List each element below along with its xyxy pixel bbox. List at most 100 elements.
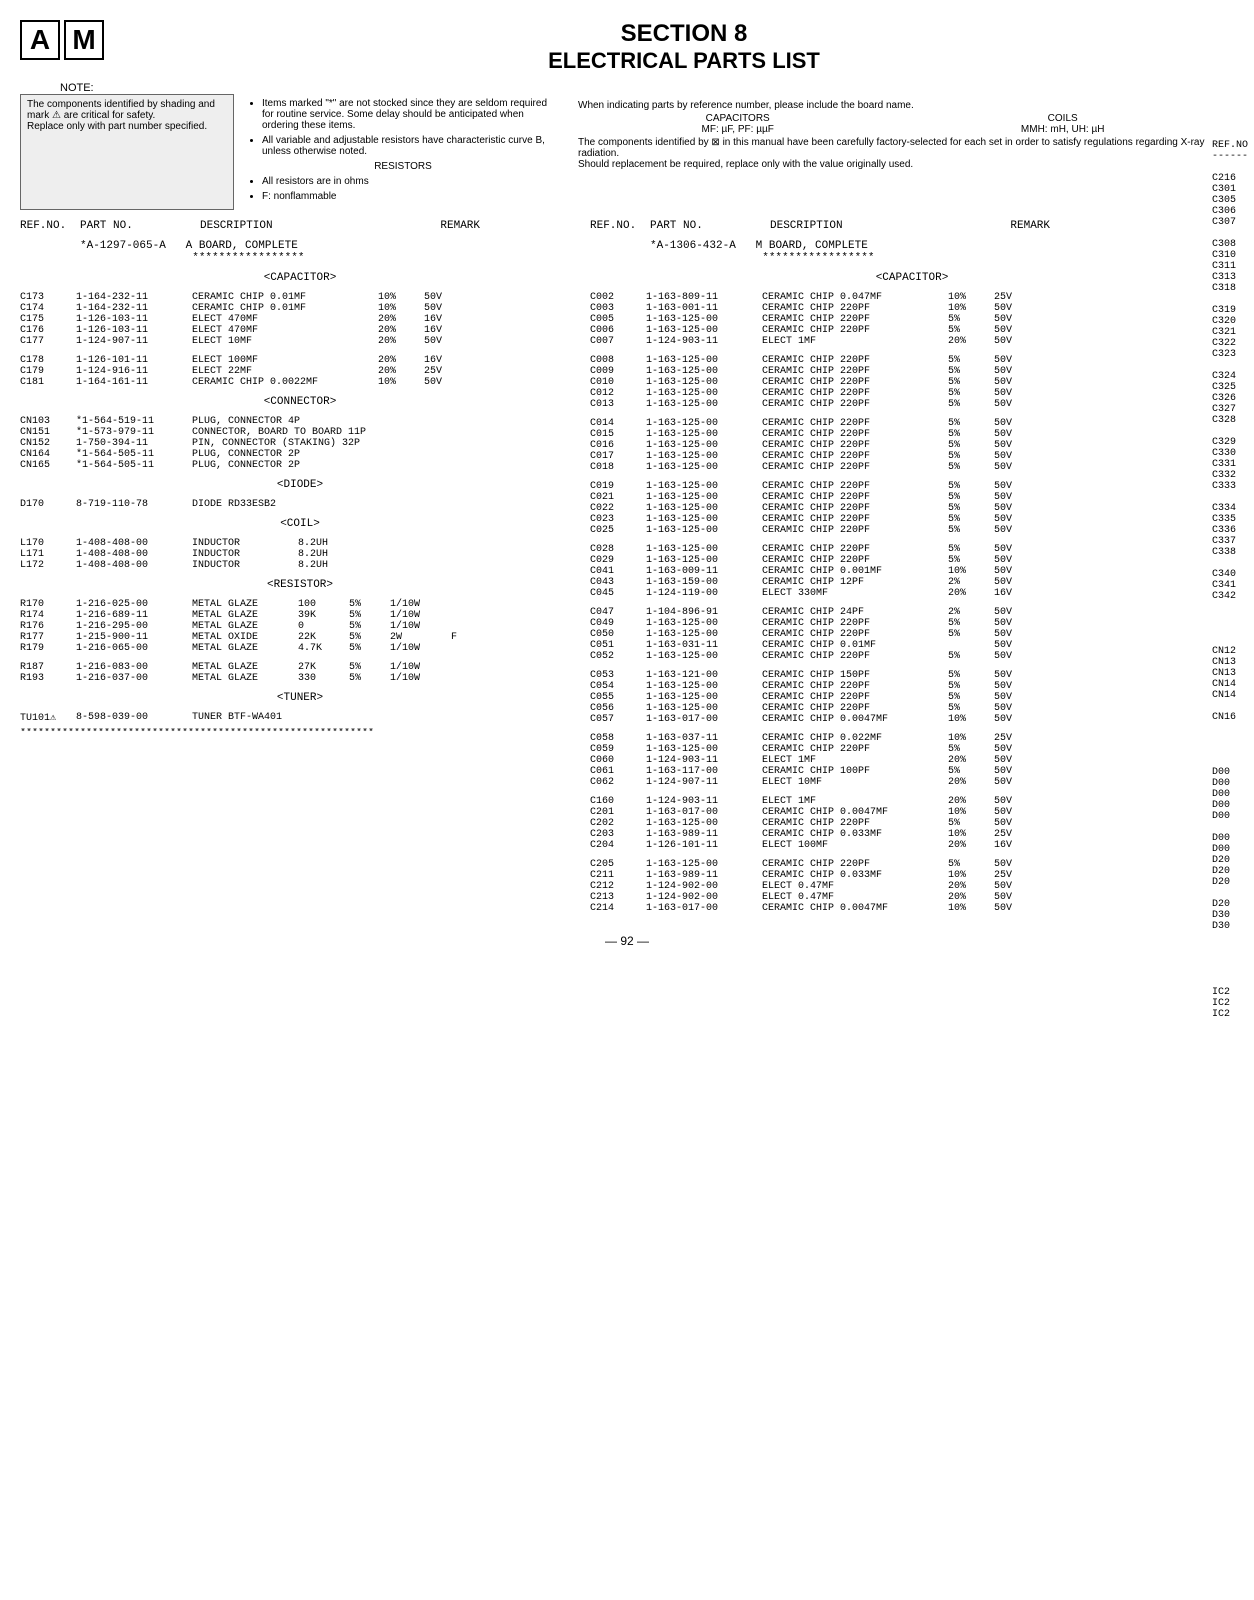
left-tuner-table: TU101⚠ 8-598-039-00 TUNER BTF-WA401 (20, 712, 288, 724)
cell: 50V (994, 481, 1040, 492)
coils-label: COILS (1021, 113, 1105, 124)
cell: C058 (590, 733, 646, 744)
cell: C174 (20, 303, 76, 314)
cell: CERAMIC CHIP 0.0047MF (762, 903, 948, 914)
cell-desc: DIODE RD33ESB2 (192, 499, 282, 510)
cell: CERAMIC CHIP 220PF (762, 429, 948, 440)
cell: 5% (948, 355, 994, 366)
cell: 5% (349, 599, 390, 610)
cell: R176 (20, 621, 76, 632)
cell: 5% (349, 662, 390, 673)
table-row (590, 851, 1040, 859)
cell: CERAMIC CHIP 0.0047MF (762, 714, 948, 725)
cell: 50V (994, 325, 1040, 336)
table-row: C0171-163-125-00CERAMIC CHIP 220PF5%50V (590, 451, 1040, 462)
table-row: D170 8-719-110-78 DIODE RD33ESB2 (20, 499, 282, 510)
left-divider: ****************************************… (20, 728, 580, 739)
table-row: CN103*1-564-519-11PLUG, CONNECTOR 4P (20, 416, 372, 427)
board-a-stars: ***************** (192, 252, 304, 264)
cell: CERAMIC CHIP 220PF (762, 451, 948, 462)
cell: 25V (994, 292, 1040, 303)
table-row: R1771-215-900-11METAL OXIDE22K5%2WF (20, 632, 463, 643)
cell: 50V (424, 292, 470, 303)
cell: L172 (20, 560, 76, 571)
cell: 5% (948, 462, 994, 473)
table-row: C0221-163-125-00CERAMIC CHIP 220PF5%50V (590, 503, 1040, 514)
cell: PLUG, CONNECTOR 2P (192, 460, 372, 471)
cell: 20% (378, 355, 424, 366)
cell: 50V (994, 766, 1040, 777)
cell: 8.2UH (298, 538, 334, 549)
cell: 50V (994, 618, 1040, 629)
cell (451, 643, 463, 654)
cell: 5% (948, 525, 994, 536)
cell: C013 (590, 399, 646, 410)
cell: ELECT 10MF (762, 777, 948, 788)
cell: 1-164-232-11 (76, 292, 192, 303)
cell: 50V (994, 892, 1040, 903)
cell: 5% (948, 451, 994, 462)
table-row: C0031-163-001-11CERAMIC CHIP 220PF10%50V (590, 303, 1040, 314)
cell: 50V (424, 377, 470, 388)
cell: C023 (590, 514, 646, 525)
hdr-refno: REF.NO. (20, 220, 80, 232)
cell: 1-163-125-00 (646, 325, 762, 336)
cell: F (451, 632, 463, 643)
info-ref-note: When indicating parts by reference numbe… (578, 100, 1228, 111)
cell: CERAMIC CHIP 0.001MF (762, 566, 948, 577)
cell: C041 (590, 566, 646, 577)
cell: 1-216-295-00 (76, 621, 192, 632)
cell: C007 (590, 336, 646, 347)
cell: METAL OXIDE (192, 632, 298, 643)
cell: 20% (948, 881, 994, 892)
cell: C049 (590, 618, 646, 629)
cell (451, 673, 463, 684)
cell: METAL GLAZE (192, 610, 298, 621)
cell: 39K (298, 610, 349, 621)
cell: C211 (590, 870, 646, 881)
cell: 50V (994, 377, 1040, 388)
cell: 1-163-125-00 (646, 555, 762, 566)
cell: 25V (994, 870, 1040, 881)
cell: 50V (994, 429, 1040, 440)
cell: 5% (349, 621, 390, 632)
cell: 1-163-125-00 (646, 429, 762, 440)
info-boxes: The components identified by shading and… (20, 94, 1234, 210)
sec-capacitor-r: <CAPACITOR> (590, 272, 1234, 284)
cell: ELECT 330MF (762, 588, 948, 599)
cell: 50V (994, 903, 1040, 914)
cell: 1-163-125-00 (646, 651, 762, 662)
cell: 50V (994, 744, 1040, 755)
table-row: C0551-163-125-00CERAMIC CHIP 220PF5%50V (590, 692, 1040, 703)
cell: 10% (378, 377, 424, 388)
cell: CERAMIC CHIP 220PF (762, 462, 948, 473)
board-m-desc: M BOARD, COMPLETE (756, 240, 868, 252)
table-row: R1761-216-295-00METAL GLAZE05%1/10W (20, 621, 463, 632)
cell: 1-163-125-00 (646, 377, 762, 388)
cell: 5% (948, 670, 994, 681)
table-row: C0191-163-125-00CERAMIC CHIP 220PF5%50V (590, 481, 1040, 492)
cell: 20% (378, 314, 424, 325)
cell: 50V (994, 451, 1040, 462)
cell: C028 (590, 544, 646, 555)
cell: 1-216-689-11 (76, 610, 192, 621)
table-row: C0591-163-125-00CERAMIC CHIP 220PF5%50V (590, 744, 1040, 755)
cell: CERAMIC CHIP 0.0047MF (762, 807, 948, 818)
cell: 50V (994, 492, 1040, 503)
cell: 1-124-907-11 (646, 777, 762, 788)
cell: 5% (349, 643, 390, 654)
page-title: ELECTRICAL PARTS LIST (134, 48, 1234, 74)
hdr-refno-r: REF.NO. (590, 220, 650, 232)
table-row: R1791-216-065-00METAL GLAZE4.7K5%1/10W (20, 643, 463, 654)
cell: 10% (948, 807, 994, 818)
cell: 10% (948, 714, 994, 725)
table-row (590, 473, 1040, 481)
cell: C017 (590, 451, 646, 462)
cell: 1-163-125-00 (646, 681, 762, 692)
cell: C050 (590, 629, 646, 640)
cell: 4.7K (298, 643, 349, 654)
cell: 1-163-125-00 (646, 462, 762, 473)
cell: 1-163-009-11 (646, 566, 762, 577)
cell: 22K (298, 632, 349, 643)
cell: 1-124-903-11 (646, 336, 762, 347)
